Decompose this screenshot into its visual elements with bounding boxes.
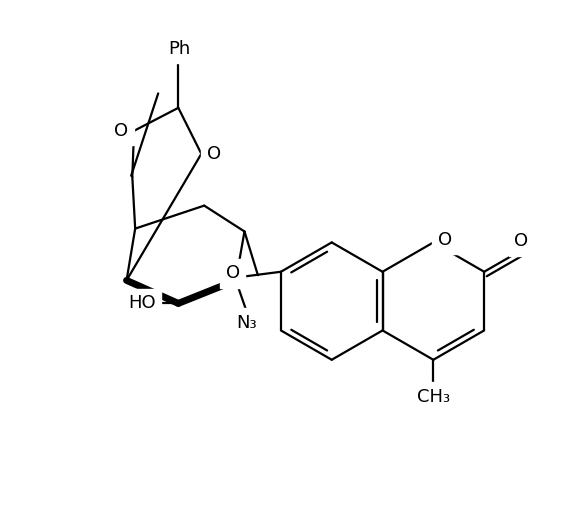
Text: HO: HO <box>128 294 156 313</box>
Text: O: O <box>438 231 452 248</box>
Text: O: O <box>514 232 528 250</box>
Text: N₃: N₃ <box>236 314 257 332</box>
Text: O: O <box>114 122 128 140</box>
Text: O: O <box>225 265 239 282</box>
Text: O: O <box>207 145 221 163</box>
Text: CH₃: CH₃ <box>417 387 450 406</box>
Text: Ph: Ph <box>168 40 191 58</box>
